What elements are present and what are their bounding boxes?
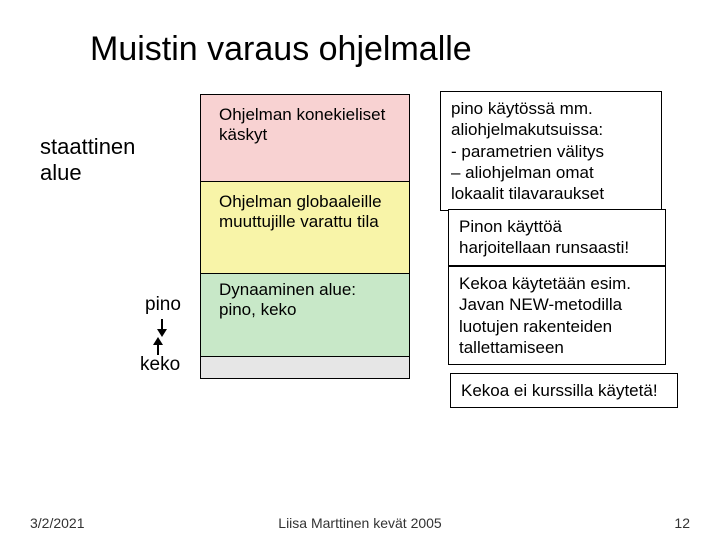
arrow-up-icon [153, 337, 163, 355]
pino-label: pino [145, 294, 181, 316]
footer-page: 12 [674, 515, 690, 531]
box-instructions: Ohjelman konekieliset käskyt [201, 94, 409, 182]
diagram-area: staattinen alue pino keko Ohjelman konek… [0, 69, 720, 469]
static-area-label: staattinen alue [40, 134, 135, 187]
memory-stack: Ohjelman konekieliset käskyt Ohjelman gl… [200, 94, 410, 379]
box-spare [201, 357, 409, 379]
callout-pino-usage: pino käytössä mm. aliohjelmakutsuissa: -… [440, 91, 662, 211]
footer-author: Liisa Marttinen kevät 2005 [0, 515, 720, 531]
callout-pino-practice: Pinon käyttöä harjoitellaan runsaasti! [448, 209, 666, 266]
slide-title: Muistin varaus ohjelmalle [0, 0, 720, 69]
box-globals: Ohjelman globaaleille muuttujille varatt… [201, 182, 409, 274]
callout-keko-not-used: Kekoa ei kurssilla käytetä! [450, 373, 678, 408]
keko-label: keko [140, 354, 180, 376]
box-dynamic: Dynaaminen alue: pino, keko [201, 274, 409, 357]
arrow-down-icon [157, 319, 167, 337]
callout-keko-usage: Kekoa käytetään esim. Javan NEW-metodill… [448, 266, 666, 365]
